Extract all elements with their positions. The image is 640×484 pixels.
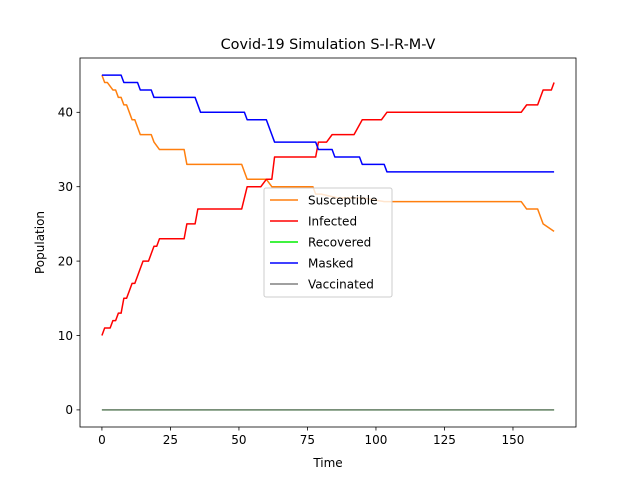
y-axis-label: Population	[33, 211, 47, 274]
x-tick-label: 50	[231, 433, 246, 447]
y-axis-ticks: 0 10 20 30 40	[58, 106, 80, 417]
legend: Susceptible Infected Recovered Masked Vaccin…	[263, 187, 393, 298]
series-line-infected	[101, 82, 555, 336]
y-tick-label: 30	[58, 180, 73, 194]
plot-area-frame	[79, 57, 577, 428]
x-tick-label: 25	[163, 433, 178, 447]
y-tick-label: 10	[58, 329, 73, 343]
y-tick-label: 20	[58, 254, 73, 268]
legend-label-recovered: Recovered	[308, 235, 371, 249]
x-tick-label: 0	[98, 433, 106, 447]
y-tick-label: 0	[65, 403, 73, 417]
x-axis-label: Time	[312, 456, 342, 470]
x-tick-label: 150	[502, 433, 525, 447]
legend-frame	[263, 187, 393, 298]
y-tick-label: 40	[58, 106, 73, 120]
x-tick-label: 100	[365, 433, 388, 447]
x-tick-label: 125	[433, 433, 456, 447]
legend-label-susceptible: Susceptible	[308, 193, 377, 207]
chart-title: Covid-19 Simulation S-I-R-M-V	[221, 37, 436, 53]
series-line-masked	[101, 74, 555, 173]
legend-label-masked: Masked	[308, 256, 353, 270]
x-tick-label: 75	[300, 433, 315, 447]
legend-label-vaccinated: Vaccinated	[308, 277, 374, 291]
x-axis-ticks: 0 25 50 75 100 125 150	[98, 427, 524, 447]
legend-label-infected: Infected	[308, 214, 357, 228]
